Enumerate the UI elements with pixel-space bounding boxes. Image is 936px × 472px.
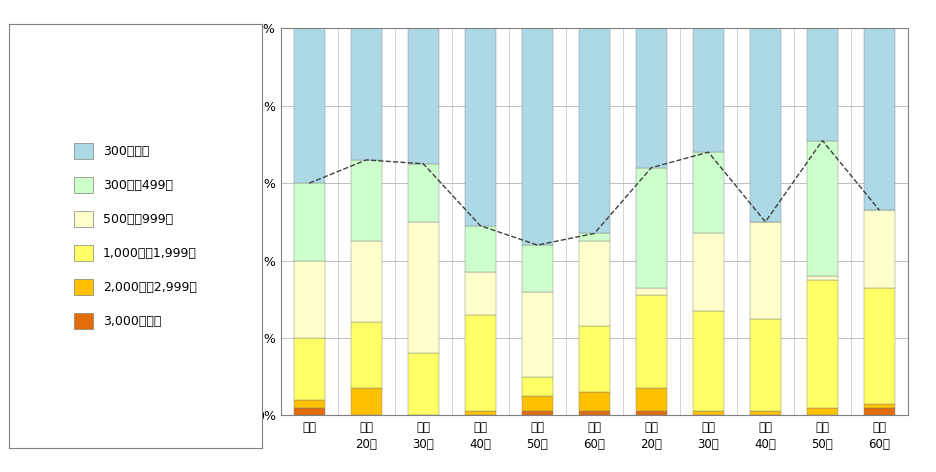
Bar xyxy=(351,322,382,388)
Bar xyxy=(408,28,439,164)
Bar xyxy=(578,28,610,234)
Bar xyxy=(693,28,724,152)
Bar xyxy=(693,234,724,311)
Bar xyxy=(408,354,439,415)
Bar xyxy=(807,141,838,276)
Bar xyxy=(807,276,838,280)
Bar xyxy=(750,412,781,415)
Bar xyxy=(294,400,325,408)
Bar xyxy=(464,272,496,315)
Bar xyxy=(636,412,667,415)
Bar xyxy=(636,168,667,287)
Bar xyxy=(521,28,553,245)
Bar xyxy=(294,408,325,415)
Bar xyxy=(294,338,325,400)
Bar xyxy=(750,28,781,222)
Bar xyxy=(351,388,382,415)
Bar xyxy=(578,234,610,241)
Bar xyxy=(807,280,838,408)
Bar xyxy=(294,28,325,183)
Bar xyxy=(864,287,895,404)
Bar xyxy=(521,245,553,292)
Bar xyxy=(351,28,382,160)
Bar xyxy=(294,183,325,261)
Bar xyxy=(408,164,439,222)
Bar xyxy=(521,292,553,377)
Bar xyxy=(864,408,895,415)
Bar xyxy=(807,408,838,415)
Bar xyxy=(464,28,496,226)
Bar xyxy=(807,28,838,141)
Legend: 300円未満, 300円～499円, 500円～999円, 1,000円～1,999円, 2,000円～2,999円, 3,000円以上: 300円未満, 300円～499円, 500円～999円, 1,000円～1,9… xyxy=(62,131,210,341)
Bar xyxy=(693,412,724,415)
Bar xyxy=(864,28,895,210)
Bar xyxy=(521,412,553,415)
Bar xyxy=(693,311,724,412)
Bar xyxy=(464,226,496,272)
Bar xyxy=(351,241,382,322)
Bar xyxy=(521,377,553,396)
Bar xyxy=(750,222,781,319)
Bar xyxy=(636,28,667,168)
Bar xyxy=(578,412,610,415)
Bar xyxy=(294,261,325,338)
Bar xyxy=(578,392,610,412)
Bar xyxy=(464,412,496,415)
Bar xyxy=(578,241,610,326)
Bar xyxy=(521,396,553,412)
Bar xyxy=(636,287,667,295)
Bar xyxy=(750,319,781,412)
Bar xyxy=(578,326,610,392)
Bar xyxy=(464,315,496,412)
Bar xyxy=(864,404,895,408)
Bar xyxy=(864,210,895,287)
Bar xyxy=(636,388,667,412)
Bar xyxy=(636,295,667,388)
Bar xyxy=(693,152,724,234)
Bar xyxy=(408,222,439,354)
Bar xyxy=(351,160,382,241)
